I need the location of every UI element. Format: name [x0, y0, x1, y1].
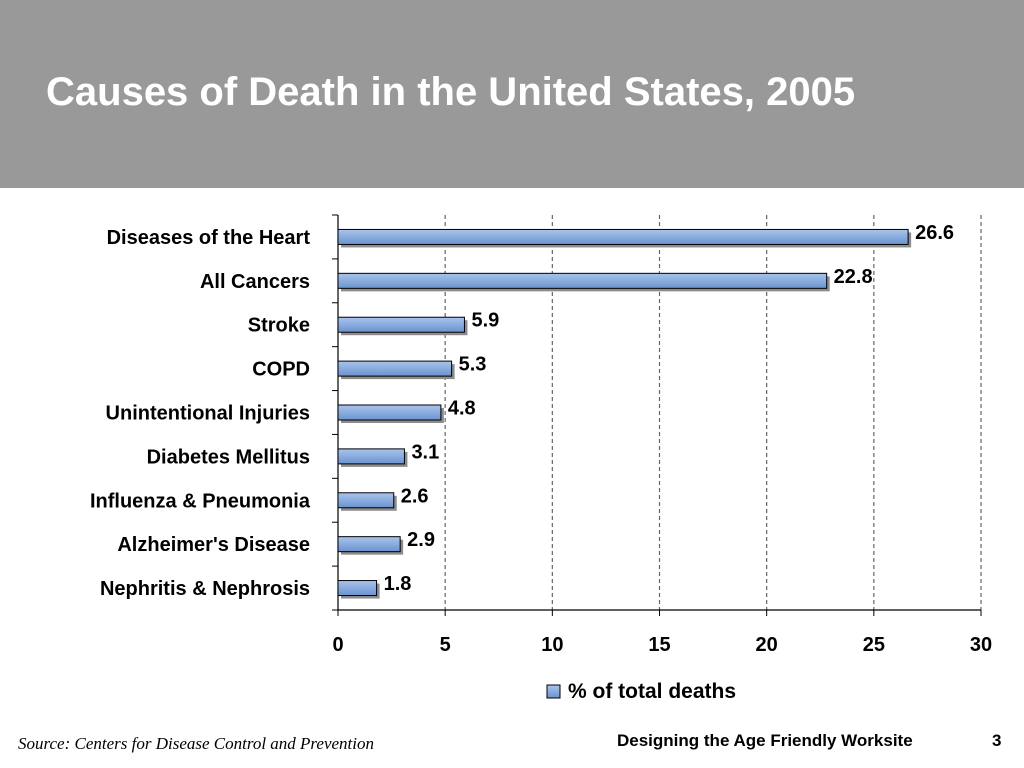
bar [337, 360, 453, 377]
category-label: Diabetes Mellitus [147, 446, 310, 468]
bar [337, 228, 909, 245]
bar [337, 404, 442, 421]
page-number: 3 [992, 731, 1002, 750]
bar [337, 536, 401, 553]
data-label: 2.9 [407, 529, 435, 551]
x-tick-label: 25 [863, 634, 885, 656]
source-note: Source: Centers for Disease Control and … [18, 734, 375, 753]
bar [337, 492, 395, 509]
bar [337, 448, 405, 465]
x-tick-label: 20 [756, 634, 778, 656]
x-tick-label: 5 [440, 634, 451, 656]
category-label: Influenza & Pneumonia [90, 490, 311, 512]
data-label: 2.6 [401, 485, 429, 507]
category-label: Stroke [248, 315, 310, 337]
category-label: All Cancers [200, 271, 310, 293]
category-label: Unintentional Injuries [106, 403, 310, 425]
category-label: COPD [252, 359, 310, 381]
legend-label: % of total deaths [568, 680, 736, 703]
category-label: Nephritis & Nephrosis [100, 578, 310, 600]
data-label: 1.8 [384, 573, 412, 595]
bar-chart: 0 5 10 15 20 25 30 Diseases of the Heart 26.6 All… [90, 214, 992, 703]
category-label: Alzheimer's Disease [117, 534, 310, 556]
data-label: 26.6 [915, 222, 954, 244]
footer-text: Designing the Age Friendly Worksite [617, 731, 913, 750]
legend-swatch [546, 684, 561, 699]
data-label: 3.1 [411, 441, 439, 463]
title-banner [0, 0, 1024, 188]
data-label: 4.8 [448, 398, 476, 420]
x-tick-label: 15 [648, 634, 670, 656]
slide-title: Causes of Death in the United States, 20… [46, 70, 856, 114]
x-tick-label: 30 [970, 634, 992, 656]
x-tick-label: 10 [541, 634, 563, 656]
bar [337, 272, 828, 289]
bar [337, 580, 378, 597]
category-label: Diseases of the Heart [107, 227, 311, 249]
data-label: 22.8 [834, 266, 873, 288]
data-label: 5.3 [459, 354, 487, 376]
x-tick-label: 0 [332, 634, 343, 656]
bar [337, 316, 465, 333]
data-label: 5.9 [471, 310, 499, 332]
